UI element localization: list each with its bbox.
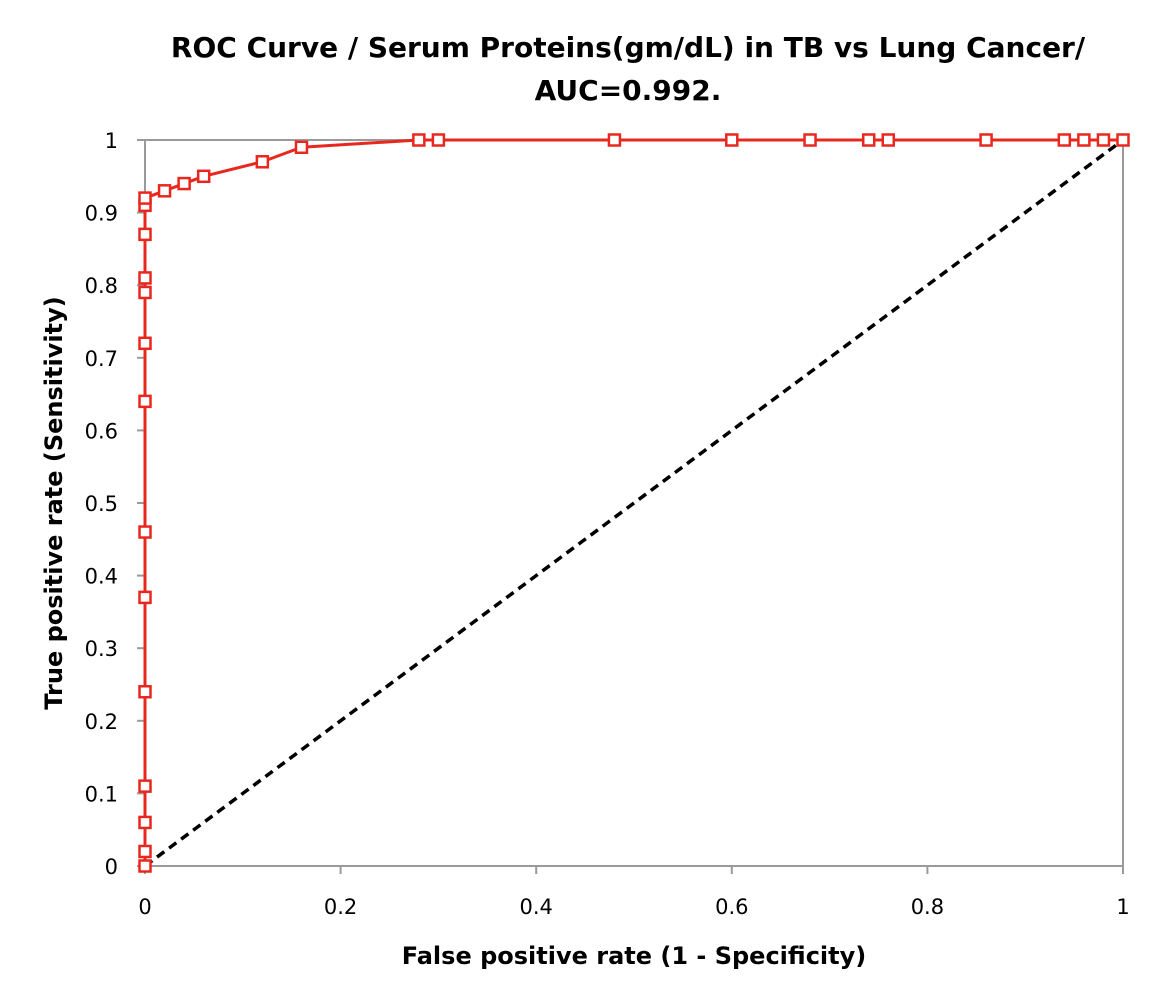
roc-point bbox=[138, 227, 152, 242]
roc-point bbox=[294, 140, 309, 155]
reference-line-group bbox=[143, 138, 1125, 868]
roc-point bbox=[138, 844, 152, 859]
roc-point bbox=[196, 169, 211, 184]
roc-point bbox=[861, 133, 876, 147]
roc-point bbox=[1116, 133, 1130, 147]
y-tick-label: 0.4 bbox=[85, 565, 118, 589]
y-axis: 0 0.1 0.2 0.3 0.4 0.5 0.6 0.7 0.8 0.9 1 bbox=[85, 129, 145, 879]
roc-markers bbox=[138, 133, 1130, 873]
roc-point bbox=[431, 133, 446, 147]
roc-point bbox=[138, 685, 152, 699]
roc-point bbox=[1057, 133, 1072, 147]
roc-point bbox=[1096, 133, 1111, 147]
x-tick-label: 0 bbox=[138, 895, 151, 919]
roc-point bbox=[138, 859, 152, 873]
roc-point bbox=[881, 133, 896, 147]
roc-point bbox=[138, 271, 152, 285]
y-tick-label: 0.9 bbox=[85, 202, 118, 226]
roc-point bbox=[177, 176, 191, 191]
roc-point bbox=[138, 779, 152, 793]
x-tick-label: 0.2 bbox=[324, 895, 357, 919]
roc-point bbox=[138, 815, 152, 830]
roc-point bbox=[725, 133, 739, 147]
roc-point bbox=[607, 133, 622, 147]
roc-point bbox=[138, 336, 152, 351]
roc-point bbox=[412, 133, 426, 147]
roc-point bbox=[255, 155, 270, 169]
x-axis: 0 0.2 0.4 0.6 0.8 1 bbox=[138, 866, 1130, 919]
x-axis-label: False positive rate (1 - Specificity) bbox=[402, 942, 866, 970]
y-tick-label: 0.5 bbox=[85, 492, 118, 516]
roc-point bbox=[138, 285, 152, 300]
roc-point bbox=[979, 133, 993, 147]
y-tick-label: 1 bbox=[105, 129, 118, 153]
y-tick-label: 0 bbox=[105, 855, 118, 879]
y-tick-label: 0.1 bbox=[85, 782, 118, 806]
roc-point bbox=[157, 184, 172, 198]
chart-title-line1: ROC Curve / Serum Proteins(gm/dL) in TB … bbox=[171, 31, 1086, 64]
y-tick-label: 0.7 bbox=[85, 347, 118, 371]
roc-point bbox=[1077, 133, 1091, 147]
x-tick-label: 0.8 bbox=[911, 895, 944, 919]
reference-diagonal-line bbox=[143, 138, 1125, 868]
x-tick-label: 0.6 bbox=[715, 895, 748, 919]
y-tick-label: 0.8 bbox=[85, 274, 118, 298]
roc-point bbox=[138, 525, 152, 539]
chart-title-line2: AUC=0.992. bbox=[535, 74, 722, 107]
y-tick-label: 0.6 bbox=[85, 419, 118, 443]
x-tick-label: 1 bbox=[1116, 895, 1129, 919]
y-tick-label: 0.2 bbox=[85, 710, 118, 734]
roc-point bbox=[138, 394, 152, 409]
y-axis-label: True positive rate (Sensitivity) bbox=[40, 296, 68, 709]
roc-point bbox=[138, 191, 152, 205]
roc-point bbox=[138, 590, 152, 605]
x-tick-label: 0.4 bbox=[519, 895, 552, 919]
roc-point bbox=[803, 133, 817, 147]
y-tick-label: 0.3 bbox=[85, 637, 118, 661]
